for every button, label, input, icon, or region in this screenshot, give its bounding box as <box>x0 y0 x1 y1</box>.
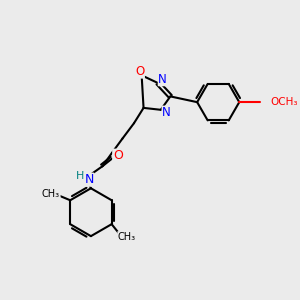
Text: N: N <box>162 106 171 119</box>
Text: N: N <box>158 73 167 86</box>
Text: CH₃: CH₃ <box>42 188 60 199</box>
Text: O: O <box>135 65 144 78</box>
Text: H: H <box>76 171 85 181</box>
Text: CH₃: CH₃ <box>118 232 136 242</box>
Text: O: O <box>113 149 123 162</box>
Text: OCH₃: OCH₃ <box>270 97 297 107</box>
Text: N: N <box>84 173 94 186</box>
